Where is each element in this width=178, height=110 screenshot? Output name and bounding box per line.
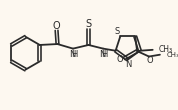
Text: N: N: [69, 50, 75, 59]
Text: N: N: [125, 60, 132, 69]
Text: O: O: [146, 56, 153, 65]
Text: O: O: [116, 55, 123, 64]
Text: H: H: [71, 50, 77, 59]
Text: N: N: [99, 50, 105, 59]
Text: O: O: [53, 21, 60, 31]
Text: S: S: [85, 19, 92, 29]
Text: CH₃: CH₃: [166, 52, 178, 58]
Text: S: S: [115, 27, 120, 36]
Text: H: H: [101, 50, 107, 59]
Text: CH₃: CH₃: [158, 45, 172, 54]
